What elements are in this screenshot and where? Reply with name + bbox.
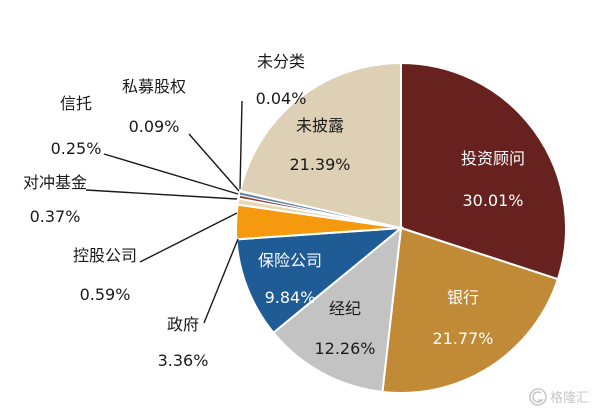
slice-11-wedge bbox=[239, 61, 402, 230]
slice-11-value-label: 21.39% bbox=[289, 155, 350, 174]
slice-8-label: 信托 bbox=[60, 94, 92, 113]
slice-1-wedge bbox=[400, 61, 567, 281]
slice-3-wedge bbox=[272, 225, 403, 394]
slice-3-value-label: 12.26% bbox=[314, 339, 375, 358]
pie-slices bbox=[235, 61, 567, 394]
slice-10-label: 未分类 bbox=[257, 52, 305, 71]
slice-5-value-label: 3.36% bbox=[158, 351, 209, 370]
slice-1-label: 投资顾问 bbox=[461, 149, 525, 168]
slice-6-label: 控股公司 bbox=[73, 246, 137, 265]
slice-5-leader-line bbox=[203, 238, 239, 324]
slice-8-leader-line bbox=[103, 153, 239, 195]
slice-9-leader-line bbox=[188, 133, 240, 192]
slice-2-value-label: 21.77% bbox=[432, 329, 493, 348]
slice-7-leader-line bbox=[85, 189, 238, 200]
slice-11-label: 未披露 bbox=[296, 116, 344, 135]
slice-2-wedge bbox=[381, 226, 560, 394]
slice-7-value-label: 0.37% bbox=[30, 207, 81, 226]
slice-labels: 投资顾问 30.01% 银行 21.77% 经纪 12.26% 保险公司 9.84% 政府 3.3… bbox=[23, 52, 525, 370]
slice-4-label: 保险公司 bbox=[258, 251, 322, 270]
slice-1-value-label: 30.01% bbox=[462, 191, 523, 210]
slice-2-label: 银行 bbox=[447, 288, 479, 307]
g-logo-icon bbox=[529, 388, 547, 406]
slice-7-label: 对冲基金 bbox=[23, 173, 87, 192]
slice-5-label: 政府 bbox=[167, 315, 199, 334]
leader-lines bbox=[85, 100, 243, 324]
watermark: 格隆汇 bbox=[529, 388, 589, 406]
slice-8-value-label: 0.25% bbox=[51, 139, 102, 158]
slice-4-value-label: 9.84% bbox=[265, 288, 316, 307]
slice-6-value-label: 0.59% bbox=[80, 285, 131, 304]
slice-10-value-label: 0.04% bbox=[256, 89, 307, 108]
slice-6-leader-line bbox=[139, 212, 238, 263]
slice-9-label: 私募股权 bbox=[122, 77, 186, 96]
slice-3-label: 经纪 bbox=[329, 299, 361, 318]
watermark-text: 格隆汇 bbox=[550, 390, 589, 406]
slice-9-value-label: 0.09% bbox=[129, 117, 180, 136]
slice-10-leader-line bbox=[239, 100, 243, 190]
